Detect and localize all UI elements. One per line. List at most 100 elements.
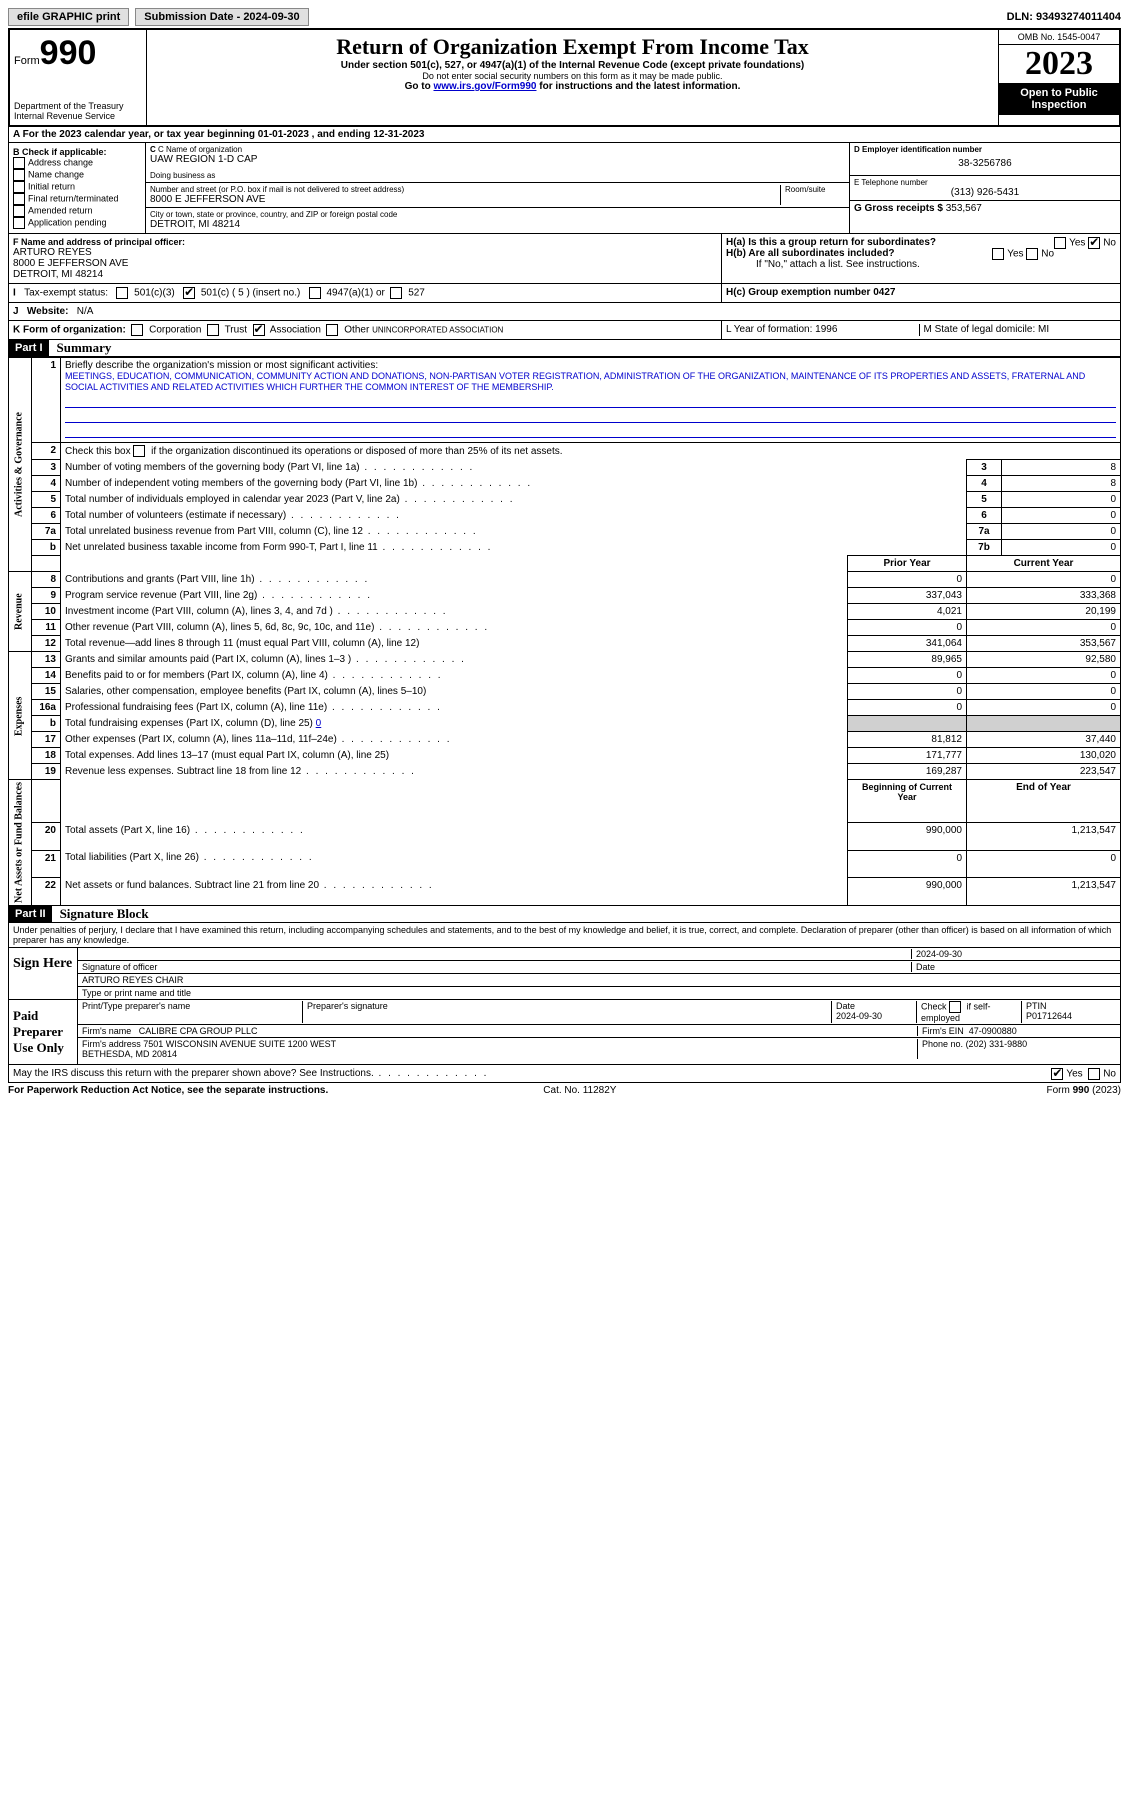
ha-yes: Yes xyxy=(1069,238,1085,249)
gross-label: G Gross receipts $ xyxy=(854,203,943,214)
chk-discuss-no[interactable] xyxy=(1088,1068,1100,1080)
hb-note: If "No," attach a list. See instructions… xyxy=(726,259,1116,270)
p16a: 0 xyxy=(848,700,967,716)
form-title: Return of Organization Exempt From Incom… xyxy=(151,34,994,60)
hb-no: No xyxy=(1041,249,1054,260)
q7a: Total unrelated business revenue from Pa… xyxy=(65,526,478,537)
chk-other[interactable] xyxy=(326,324,338,336)
opt-other: Other xyxy=(344,325,369,336)
prep-date-label: Date xyxy=(836,1001,855,1011)
officer-label: F Name and address of principal officer: xyxy=(13,237,185,247)
p11: 0 xyxy=(848,620,967,636)
sign-here-label: Sign Here xyxy=(9,948,78,999)
prep-sig-label: Preparer's signature xyxy=(303,1001,832,1023)
chk-address[interactable] xyxy=(13,157,25,169)
opt-501c3: 501(c)(3) xyxy=(134,288,175,299)
q18: Total expenses. Add lines 13–17 (must eq… xyxy=(65,750,389,761)
discuss-yes: Yes xyxy=(1066,1069,1082,1080)
chk-4947[interactable] xyxy=(309,287,321,299)
sig-date-val: 2024-09-30 xyxy=(912,949,1116,959)
ha-label: H(a) Is this a group return for subordin… xyxy=(726,237,936,248)
chk-hb-no[interactable] xyxy=(1026,248,1038,260)
opt-address: Address change xyxy=(28,157,93,167)
chk-amended[interactable] xyxy=(13,205,25,217)
vlabel-revenue: Revenue xyxy=(9,572,32,652)
form-header: Form990 Department of the Treasury Inter… xyxy=(8,28,1121,127)
prep-date-val: 2024-09-30 xyxy=(836,1011,882,1021)
tax-year: 2023 xyxy=(999,45,1119,83)
paid-preparer-section: Paid Preparer Use Only Print/Type prepar… xyxy=(8,1000,1121,1065)
chk-501c3[interactable] xyxy=(116,287,128,299)
chk-pending[interactable] xyxy=(13,217,25,229)
chk-name[interactable] xyxy=(13,169,25,181)
chk-discontinued[interactable] xyxy=(133,445,145,457)
hc-label: H(c) Group exemption number 0427 xyxy=(726,287,895,298)
firm-name-val: CALIBRE CPA GROUP PLLC xyxy=(139,1026,258,1036)
officer-city: DETROIT, MI 48214 xyxy=(13,269,717,280)
open-inspection: Open to Public Inspection xyxy=(999,83,1119,115)
form-org-label: K Form of organization: xyxy=(13,325,126,336)
part2-title: Signature Block xyxy=(52,906,149,922)
ptin-label: PTIN xyxy=(1026,1001,1047,1011)
q2: Check this box if the organization disco… xyxy=(65,446,563,457)
chk-corp[interactable] xyxy=(131,324,143,336)
chk-ha-no[interactable] xyxy=(1088,237,1100,249)
box-b-title: B Check if applicable: xyxy=(13,147,141,157)
c16a: 0 xyxy=(967,700,1121,716)
addr-label: Number and street (or P.O. box if mail i… xyxy=(150,185,776,194)
opt-corp: Corporation xyxy=(149,325,201,336)
opt-final: Final return/terminated xyxy=(28,193,119,203)
subtitle-2: Do not enter social security numbers on … xyxy=(151,71,994,81)
chk-hb-yes[interactable] xyxy=(992,248,1004,260)
q16b-link[interactable]: 0 xyxy=(316,718,322,729)
chk-self-emp[interactable] xyxy=(949,1001,961,1013)
sig-date-label: Date xyxy=(912,962,1116,972)
p16b-shade xyxy=(848,716,967,732)
website-value: N/A xyxy=(77,306,94,317)
efile-button[interactable]: efile GRAPHIC print xyxy=(8,8,129,26)
chk-trust[interactable] xyxy=(207,324,219,336)
opt-other-val: UNINCORPORATED ASSOCIATION xyxy=(372,326,503,335)
type-name-label: Type or print name and title xyxy=(82,988,191,998)
submission-button[interactable]: Submission Date - 2024-09-30 xyxy=(135,8,308,26)
paid-preparer-label: Paid Preparer Use Only xyxy=(9,1000,78,1064)
state-domicile: M State of legal domicile: MI xyxy=(920,324,1117,336)
chk-assoc[interactable] xyxy=(253,324,265,336)
c13: 92,580 xyxy=(967,652,1121,668)
q14: Benefits paid to or for members (Part IX… xyxy=(65,670,443,681)
room-label: Room/suite xyxy=(781,185,845,205)
chk-final[interactable] xyxy=(13,193,25,205)
form-number: 990 xyxy=(40,34,97,72)
opt-initial: Initial return xyxy=(28,181,75,191)
v5: 0 xyxy=(1002,492,1121,508)
c11: 0 xyxy=(967,620,1121,636)
summary-table: Activities & Governance 1 Briefly descri… xyxy=(8,357,1121,906)
p17: 81,812 xyxy=(848,732,967,748)
p18: 171,777 xyxy=(848,748,967,764)
q3: Number of voting members of the governin… xyxy=(65,462,474,473)
website-label: Website: xyxy=(27,306,69,317)
c18: 130,020 xyxy=(967,748,1121,764)
chk-discuss-yes[interactable] xyxy=(1051,1068,1063,1080)
opt-501c: 501(c) ( 5 ) (insert no.) xyxy=(201,288,300,299)
chk-initial[interactable] xyxy=(13,181,25,193)
q15: Salaries, other compensation, employee b… xyxy=(65,686,426,697)
pra-notice: For Paperwork Reduction Act Notice, see … xyxy=(8,1085,328,1096)
q13: Grants and similar amounts paid (Part IX… xyxy=(65,654,466,665)
dba-label: Doing business as xyxy=(150,171,845,180)
chk-ha-yes[interactable] xyxy=(1054,237,1066,249)
q4: Number of independent voting members of … xyxy=(65,478,532,489)
form990-link[interactable]: www.irs.gov/Form990 xyxy=(433,81,536,92)
c9: 333,368 xyxy=(967,588,1121,604)
opt-trust: Trust xyxy=(225,325,247,336)
chk-527[interactable] xyxy=(390,287,402,299)
ein-value: 38-3256786 xyxy=(854,154,1116,173)
c21: 0 xyxy=(967,850,1121,878)
q10: Investment income (Part VIII, column (A)… xyxy=(65,606,448,617)
p21: 0 xyxy=(848,850,967,878)
p15: 0 xyxy=(848,684,967,700)
hb-label: H(b) Are all subordinates included? xyxy=(726,248,895,259)
org-city: DETROIT, MI 48214 xyxy=(150,219,845,230)
irs-text: Internal Revenue Service xyxy=(14,111,142,121)
chk-501c[interactable] xyxy=(183,287,195,299)
